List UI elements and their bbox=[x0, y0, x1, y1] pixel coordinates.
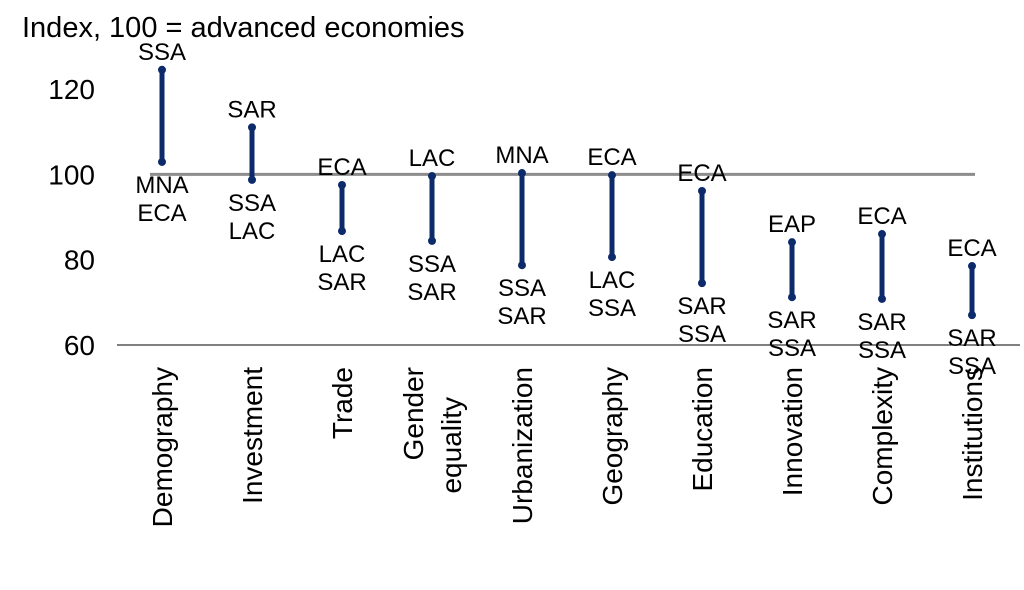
x-tick-label: Demography bbox=[147, 367, 178, 527]
x-tick-label: Geography bbox=[597, 367, 628, 506]
high-point bbox=[878, 230, 886, 239]
high-point bbox=[518, 169, 526, 178]
y-tick-label: 100 bbox=[48, 159, 95, 190]
low-label: SSA bbox=[768, 335, 816, 362]
x-tick-label: Innovation bbox=[777, 367, 808, 496]
low-point bbox=[968, 311, 976, 320]
low-label: SSA bbox=[498, 275, 546, 302]
y-tick-label: 120 bbox=[48, 74, 95, 105]
low-point bbox=[518, 261, 526, 270]
low-label: SAR bbox=[317, 269, 366, 296]
high-label: SSA bbox=[138, 39, 186, 66]
low-label: SAR bbox=[857, 309, 906, 336]
x-tick-label: equality bbox=[436, 397, 467, 494]
high-label: MNA bbox=[495, 142, 548, 169]
high-point bbox=[158, 65, 166, 74]
high-point bbox=[338, 180, 346, 189]
high-label: ECA bbox=[947, 235, 996, 262]
x-tick-label: Complexity bbox=[867, 367, 898, 505]
high-label: EAP bbox=[768, 211, 816, 238]
x-tick-label: Urbanization bbox=[507, 367, 538, 524]
y-tick-label: 60 bbox=[64, 330, 95, 361]
low-point bbox=[608, 253, 616, 262]
low-label: SSA bbox=[678, 321, 726, 348]
low-point bbox=[338, 227, 346, 236]
low-label: LAC bbox=[589, 267, 636, 294]
low-label: LAC bbox=[319, 241, 366, 268]
low-label: SAR bbox=[677, 293, 726, 320]
low-label: LAC bbox=[229, 218, 276, 245]
low-point bbox=[878, 294, 886, 303]
low-label: MNA bbox=[135, 172, 188, 199]
x-tick-label: Education bbox=[687, 367, 718, 492]
x-tick-label: Trade bbox=[327, 367, 358, 439]
low-label: SSA bbox=[228, 190, 276, 217]
low-point bbox=[698, 279, 706, 288]
high-label: ECA bbox=[317, 154, 366, 181]
low-label: SSA bbox=[858, 337, 906, 364]
low-point bbox=[788, 293, 796, 302]
high-point bbox=[608, 171, 616, 180]
high-point bbox=[698, 186, 706, 195]
low-label: SSA bbox=[588, 295, 636, 322]
high-point bbox=[968, 262, 976, 271]
low-label: SSA bbox=[408, 251, 456, 278]
x-tick-label: Investment bbox=[237, 367, 268, 504]
chart-title: Index, 100 = advanced economies bbox=[22, 12, 465, 44]
high-label: SAR bbox=[227, 96, 276, 123]
high-label: ECA bbox=[587, 144, 636, 171]
high-label: ECA bbox=[677, 160, 726, 187]
high-point bbox=[428, 172, 436, 181]
low-point bbox=[158, 157, 166, 166]
y-tick-label: 80 bbox=[64, 245, 95, 276]
high-point bbox=[248, 123, 256, 132]
low-point bbox=[248, 175, 256, 184]
low-label: ECA bbox=[137, 200, 186, 227]
low-point bbox=[428, 236, 436, 245]
high-point bbox=[788, 238, 796, 247]
high-label: ECA bbox=[857, 203, 906, 230]
high-label: LAC bbox=[409, 145, 456, 172]
low-label: SSA bbox=[948, 353, 996, 380]
x-tick-label: Institutions bbox=[957, 367, 988, 501]
low-label: SAR bbox=[497, 303, 546, 330]
x-tick-label: Gender bbox=[398, 367, 429, 460]
low-label: SAR bbox=[767, 307, 816, 334]
low-label: SAR bbox=[947, 325, 996, 352]
low-label: SAR bbox=[407, 279, 456, 306]
